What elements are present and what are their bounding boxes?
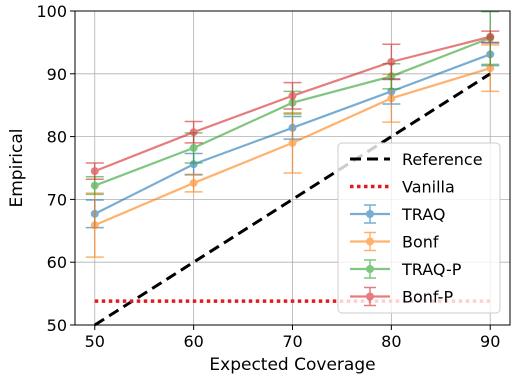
series-bonf-p xyxy=(85,30,500,181)
reference-line xyxy=(93,72,492,327)
data-point xyxy=(288,91,297,100)
x-tick-label: 80 xyxy=(381,332,401,351)
legend-swatch-marker xyxy=(366,265,374,273)
data-point xyxy=(90,221,99,230)
x-tick-label: 90 xyxy=(480,332,500,351)
x-tick-label: 50 xyxy=(85,332,105,351)
legend-swatch-marker xyxy=(366,210,374,218)
data-point xyxy=(90,181,99,190)
y-tick-label: 50 xyxy=(47,316,67,335)
y-tick-label: 90 xyxy=(47,65,67,84)
y-tick-label: 60 xyxy=(47,253,67,272)
legend-swatch-marker xyxy=(366,237,374,246)
legend-label: TRAQ xyxy=(401,205,446,224)
data-point xyxy=(90,167,99,176)
legend-swatch-marker xyxy=(366,292,374,301)
legend-label: Vanilla xyxy=(402,178,455,197)
legend-label: Bonf-P xyxy=(402,288,453,307)
y-tick-label: 100 xyxy=(36,2,67,21)
legend-label: TRAQ-P xyxy=(401,260,462,279)
y-tick-label: 80 xyxy=(47,128,67,147)
data-point xyxy=(189,143,198,152)
data-point xyxy=(486,64,495,73)
x-tick-label: 60 xyxy=(183,332,203,351)
y-tick-label: 70 xyxy=(47,190,67,209)
data-point xyxy=(189,179,198,188)
legend-swatch xyxy=(350,286,390,307)
legend-label: Reference xyxy=(402,150,483,169)
data-point xyxy=(189,128,198,137)
x-axis-label: Expected Coverage xyxy=(209,355,375,375)
x-tick-label: 70 xyxy=(282,332,302,351)
data-point xyxy=(486,32,495,41)
legend-swatch xyxy=(350,204,390,224)
data-point xyxy=(387,94,396,103)
data-point xyxy=(288,138,297,147)
axis-ticks: 50 60 70 80 90 50 60 70 80 90 100 xyxy=(36,2,500,351)
legend-swatch xyxy=(350,259,390,279)
y-axis-label: Empirical xyxy=(7,128,27,207)
legend-swatch xyxy=(350,231,390,252)
data-series xyxy=(85,10,500,258)
series-bonf xyxy=(85,44,500,258)
legend-label: Bonf xyxy=(402,233,439,252)
legend: Reference Vanilla TRAQ Bonf TRAQ-P Bonf-P xyxy=(337,142,501,314)
data-point xyxy=(387,57,396,66)
